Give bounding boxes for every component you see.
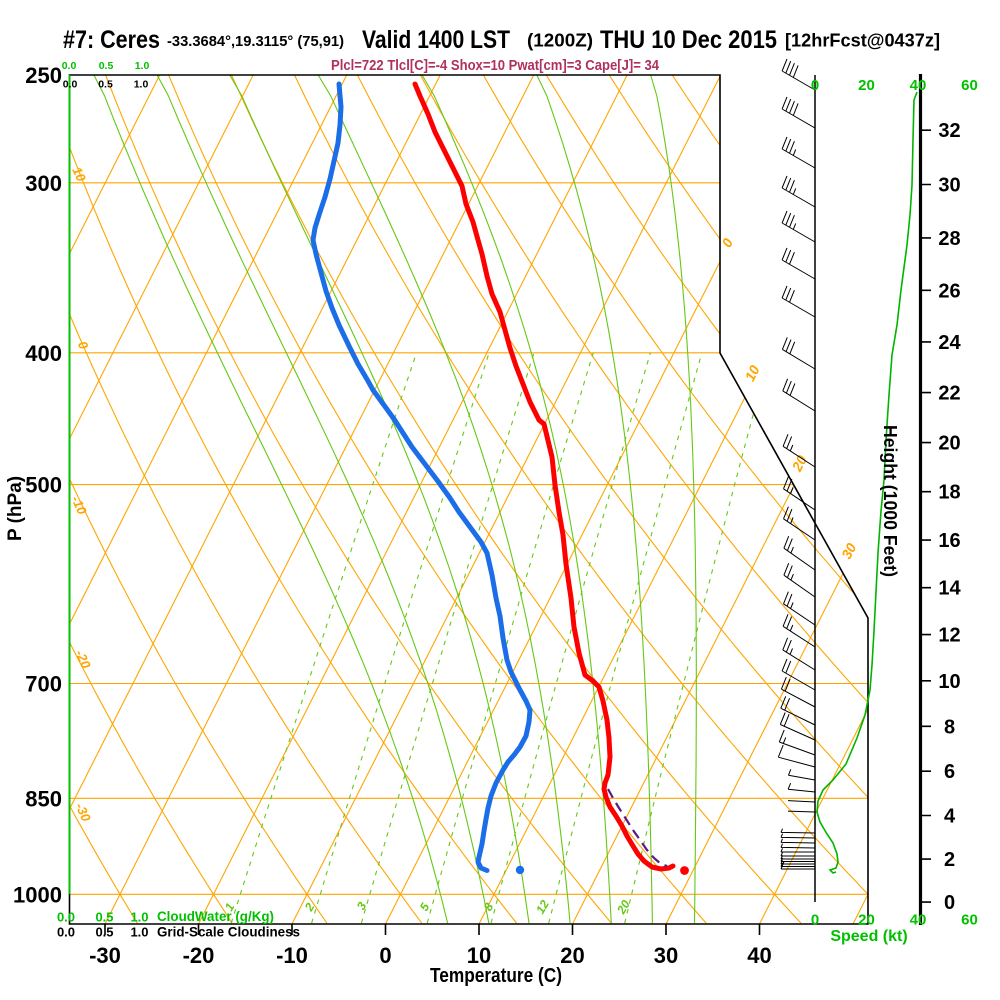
- svg-text:0: 0: [811, 77, 819, 94]
- svg-text:30: 30: [654, 943, 678, 968]
- svg-text:P (hPa): P (hPa): [5, 476, 26, 541]
- svg-text:-10: -10: [276, 943, 308, 968]
- svg-text:500: 500: [25, 473, 62, 498]
- svg-text:60: 60: [961, 77, 978, 94]
- svg-text:0: 0: [944, 892, 955, 914]
- svg-text:#7: Ceres: #7: Ceres: [63, 26, 160, 54]
- svg-text:0.5: 0.5: [95, 925, 113, 940]
- svg-text:Speed (kt): Speed (kt): [830, 928, 907, 945]
- svg-text:20: 20: [858, 77, 875, 94]
- svg-text:Height (1000 Feet): Height (1000 Feet): [880, 425, 900, 577]
- svg-text:(1200Z): (1200Z): [527, 31, 593, 51]
- svg-text:10: 10: [741, 362, 762, 383]
- svg-text:Grid-Scale Cloudiness: Grid-Scale Cloudiness: [157, 923, 300, 939]
- svg-text:-20: -20: [72, 647, 94, 671]
- svg-text:8: 8: [944, 716, 955, 738]
- svg-text:1.0: 1.0: [130, 910, 148, 925]
- svg-text:[12hrFcst@0437z]: [12hrFcst@0437z]: [785, 31, 940, 51]
- svg-text:22: 22: [938, 383, 960, 405]
- svg-text:12: 12: [938, 625, 960, 647]
- svg-text:-30: -30: [89, 943, 121, 968]
- svg-text:40: 40: [910, 912, 927, 929]
- svg-text:300: 300: [25, 171, 62, 196]
- svg-text:10: 10: [467, 943, 491, 968]
- svg-text:0.0: 0.0: [57, 925, 75, 940]
- svg-text:0.5: 0.5: [95, 910, 113, 925]
- svg-text:-10: -10: [68, 493, 90, 517]
- svg-text:0.5: 0.5: [99, 60, 114, 72]
- svg-text:1.0: 1.0: [134, 79, 149, 91]
- svg-text:0.0: 0.0: [63, 79, 78, 91]
- svg-text:1000: 1000: [13, 882, 62, 907]
- svg-text:0.0: 0.0: [57, 910, 75, 925]
- svg-text:16: 16: [938, 530, 960, 552]
- svg-text:32: 32: [938, 120, 960, 142]
- svg-text:18: 18: [938, 482, 960, 504]
- svg-text:0.0: 0.0: [62, 60, 77, 72]
- svg-text:6: 6: [944, 761, 955, 783]
- svg-text:40: 40: [910, 77, 927, 94]
- svg-text:-33.3684°,19.3115° (75,91): -33.3684°,19.3115° (75,91): [167, 33, 344, 50]
- svg-text:10: 10: [938, 671, 960, 693]
- svg-text:0: 0: [811, 912, 819, 929]
- svg-text:24: 24: [938, 332, 961, 354]
- svg-text:-20: -20: [183, 943, 215, 968]
- svg-text:1.0: 1.0: [135, 60, 150, 72]
- svg-text:20: 20: [560, 943, 584, 968]
- svg-text:20: 20: [858, 912, 875, 929]
- svg-text:30: 30: [838, 540, 859, 561]
- svg-text:Plcl=722 Tlcl[C]=-4 Shox=10 Pw: Plcl=722 Tlcl[C]=-4 Shox=10 Pwat[cm]=3 C…: [331, 58, 659, 74]
- svg-text:40: 40: [747, 943, 771, 968]
- svg-text:-30: -30: [72, 800, 94, 824]
- svg-text:4: 4: [944, 805, 956, 827]
- svg-text:THU 10 Dec 2015: THU 10 Dec 2015: [600, 26, 777, 54]
- svg-text:20: 20: [788, 452, 810, 474]
- svg-text:30: 30: [938, 175, 960, 197]
- svg-text:20: 20: [938, 433, 960, 455]
- svg-text:26: 26: [938, 280, 960, 302]
- svg-text:0: 0: [379, 943, 391, 968]
- svg-text:1.0: 1.0: [130, 925, 148, 940]
- svg-text:2: 2: [944, 849, 955, 871]
- svg-text:60: 60: [961, 912, 978, 929]
- svg-text:Temperature (C): Temperature (C): [430, 965, 562, 987]
- svg-text:14: 14: [938, 578, 961, 600]
- svg-text:400: 400: [25, 341, 62, 366]
- svg-text:20: 20: [614, 897, 633, 917]
- svg-text:12: 12: [533, 897, 552, 916]
- svg-text:28: 28: [938, 228, 960, 250]
- svg-text:700: 700: [25, 672, 62, 697]
- svg-text:Valid 1400 LST: Valid 1400 LST: [362, 26, 510, 54]
- svg-text:CloudWater (g/Kg): CloudWater (g/Kg): [157, 908, 274, 924]
- svg-text:10: 10: [69, 164, 89, 184]
- svg-text:850: 850: [25, 786, 62, 811]
- svg-text:0.5: 0.5: [98, 79, 113, 91]
- svg-text:250: 250: [25, 63, 62, 88]
